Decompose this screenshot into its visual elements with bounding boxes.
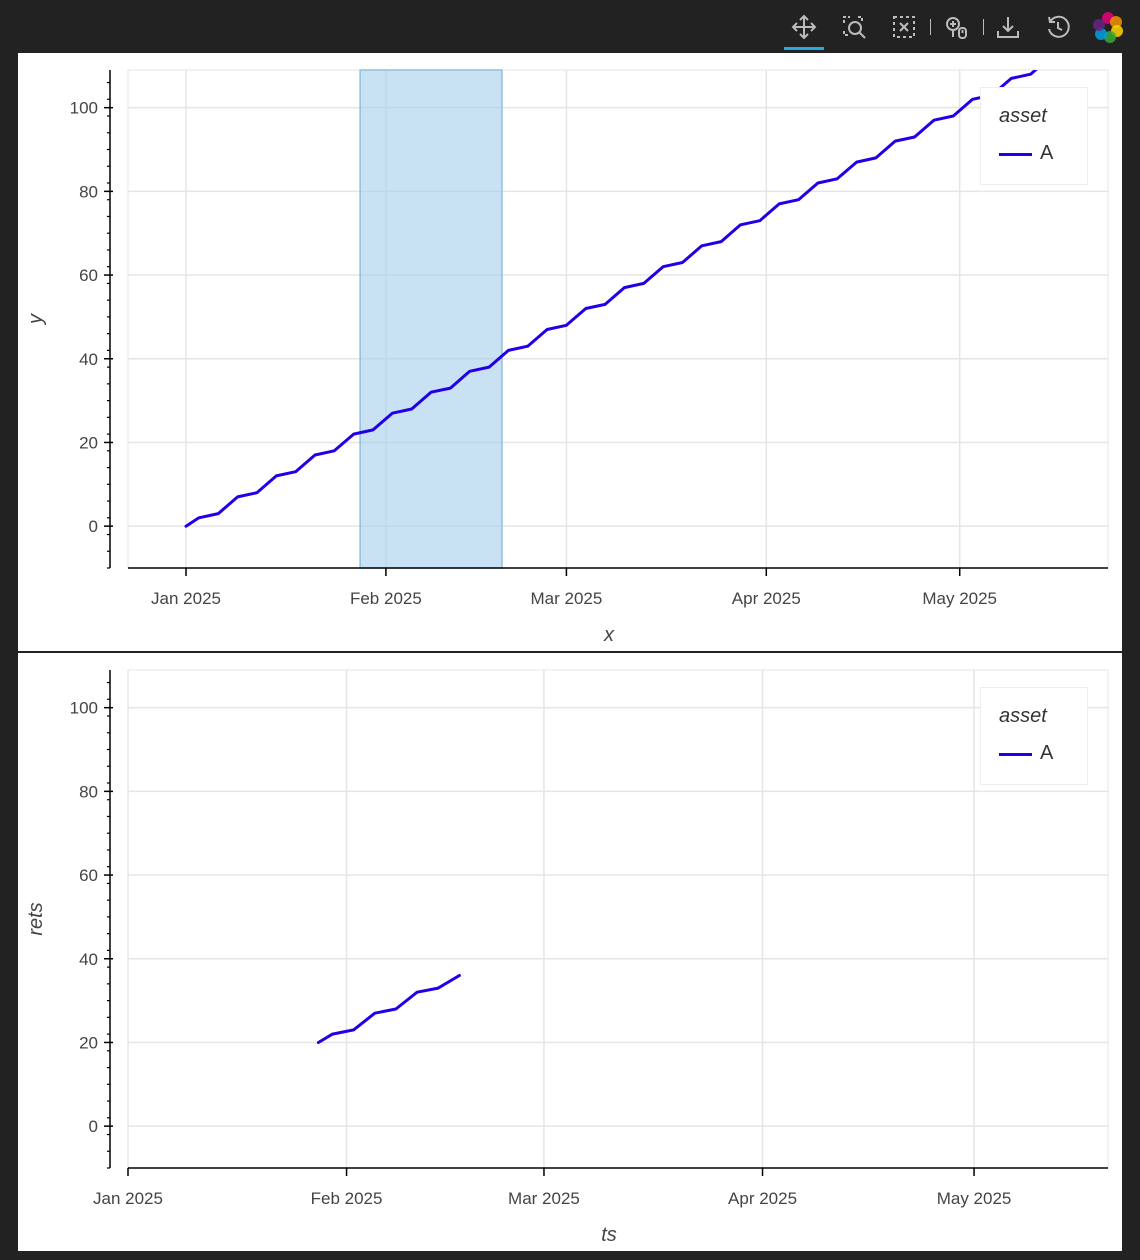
returns-chart-svg[interactable]: 0 20 40 60 80 100 Jan 2025 Feb 2025 Mar 2025 Apr … — [18, 653, 1122, 1251]
y-tick-label: 20 — [79, 433, 98, 452]
wheel-zoom-icon — [946, 17, 967, 39]
series-line-A — [184, 70, 1038, 528]
chart-legend[interactable]: asset A — [980, 87, 1088, 185]
y-tick-label: 0 — [89, 517, 98, 536]
y-tick-label: 20 — [79, 1033, 98, 1052]
y-tick-label: 0 — [89, 1117, 98, 1136]
price-chart-svg[interactable]: 0 20 40 60 80 100 Jan 2025 Feb 2025 Mar 2025 Apr … — [18, 53, 1122, 651]
legend-label[interactable]: A — [1040, 142, 1054, 164]
wheel-zoom-tool[interactable] — [934, 6, 978, 48]
x-tick-label: Mar 2025 — [508, 1189, 580, 1208]
x-tick-label: Apr 2025 — [732, 589, 801, 608]
series-line-A — [316, 974, 461, 1044]
toolbar-separator — [983, 19, 984, 35]
box-select-icon — [893, 16, 915, 38]
save-tool[interactable] — [986, 6, 1030, 48]
returns-chart-panel[interactable]: 0 20 40 60 80 100 Jan 2025 Feb 2025 Mar 2025 Apr … — [18, 653, 1122, 1251]
y-tick-label: 60 — [79, 866, 98, 885]
bokeh-logo-tool[interactable] — [1086, 6, 1130, 48]
legend-swatch — [999, 153, 1032, 156]
bokeh-logo-icon — [1093, 12, 1123, 43]
plot-area-frame — [127, 69, 1109, 569]
legend-title: asset — [999, 705, 1047, 727]
series-group — [316, 974, 461, 1044]
highlight-span — [359, 69, 503, 569]
download-icon — [997, 17, 1019, 38]
pan-tool[interactable] — [782, 6, 826, 50]
toolbar-separator — [930, 19, 931, 35]
plot-area-frame — [127, 669, 1109, 1169]
series-group — [184, 70, 1038, 528]
toolbar — [0, 0, 1140, 52]
box-select-tool[interactable] — [882, 6, 926, 48]
x-tick-label: Feb 2025 — [311, 1189, 383, 1208]
x-tick-label: Jan 2025 — [151, 589, 221, 608]
y-tick-label: 80 — [79, 782, 98, 801]
x-tick-label: Feb 2025 — [350, 589, 422, 608]
y-tick-label: 40 — [79, 950, 98, 969]
pan-icon — [791, 14, 817, 40]
y-tick-label: 100 — [70, 99, 98, 118]
y-tick-label: 100 — [70, 699, 98, 718]
price-chart-panel[interactable]: 0 20 40 60 80 100 Jan 2025 Feb 2025 Mar 2025 Apr … — [18, 53, 1122, 651]
x-tick-label: May 2025 — [937, 1189, 1012, 1208]
x-tick-label: Mar 2025 — [531, 589, 603, 608]
box-zoom-icon — [843, 16, 866, 39]
reset-tool[interactable] — [1036, 6, 1080, 48]
y-tick-label: 80 — [79, 182, 98, 201]
y-axis-title: y — [25, 313, 47, 326]
chart-legend[interactable]: asset A — [980, 687, 1088, 785]
reset-icon — [1048, 15, 1070, 38]
x-axis-title: ts — [601, 1224, 617, 1246]
x-tick-label: Apr 2025 — [728, 1189, 797, 1208]
y-axis-title: rets — [25, 902, 47, 935]
x-axis-title: x — [603, 624, 615, 646]
x-tick-label: Jan 2025 — [93, 1189, 163, 1208]
x-tick-label: May 2025 — [922, 589, 997, 608]
box-zoom-tool[interactable] — [832, 6, 876, 48]
y-tick-label: 40 — [79, 350, 98, 369]
legend-swatch — [999, 753, 1032, 756]
legend-label[interactable]: A — [1040, 742, 1054, 764]
legend-title: asset — [999, 105, 1047, 127]
y-tick-label: 60 — [79, 266, 98, 285]
